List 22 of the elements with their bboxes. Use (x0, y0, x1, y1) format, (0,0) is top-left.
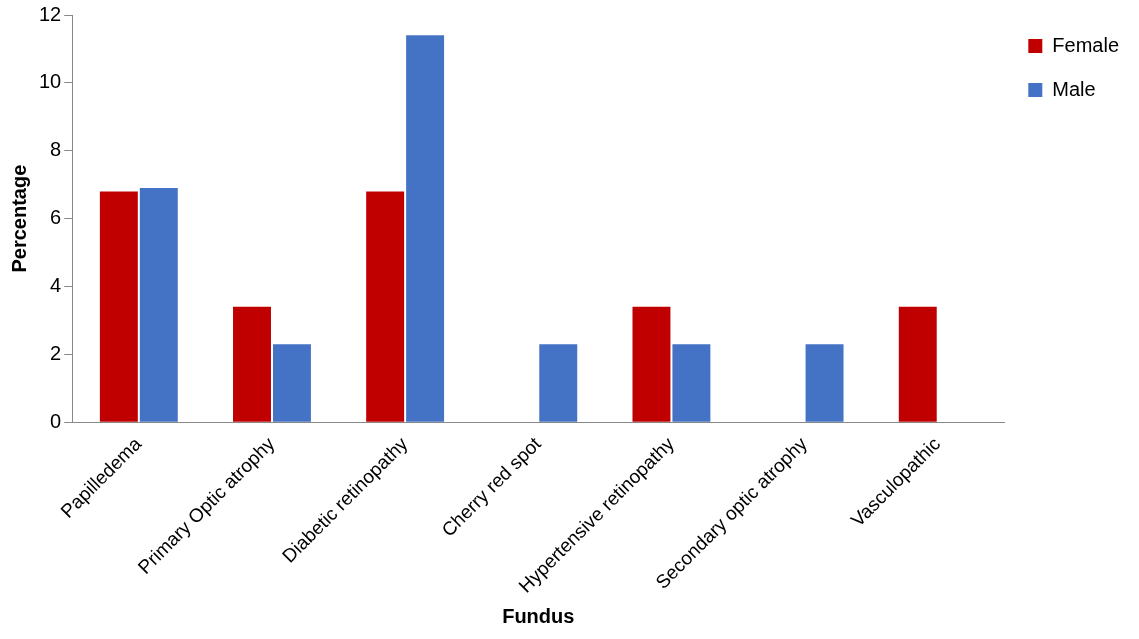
bar (805, 344, 844, 422)
bar (139, 188, 178, 422)
bar (672, 344, 711, 422)
bar (366, 191, 405, 422)
y-tick-label: 2 (50, 341, 62, 364)
y-tick-label: 4 (50, 274, 62, 297)
y-tick-label: 6 (50, 206, 62, 229)
bar (898, 306, 937, 422)
bar (99, 191, 138, 422)
x-axis-title: Fundus (502, 604, 575, 627)
bar (272, 344, 311, 422)
legend-label: Male (1052, 77, 1096, 100)
bar (406, 35, 445, 422)
y-tick-label: 0 (50, 409, 62, 432)
y-tick-label: 12 (39, 2, 62, 25)
bar (632, 306, 671, 422)
y-tick-label: 8 (50, 138, 62, 161)
bar (539, 344, 578, 422)
legend-label: Female (1052, 33, 1120, 56)
y-tick-label: 10 (39, 70, 62, 93)
bar (233, 306, 271, 422)
y-axis-title: Percentage (7, 164, 30, 273)
